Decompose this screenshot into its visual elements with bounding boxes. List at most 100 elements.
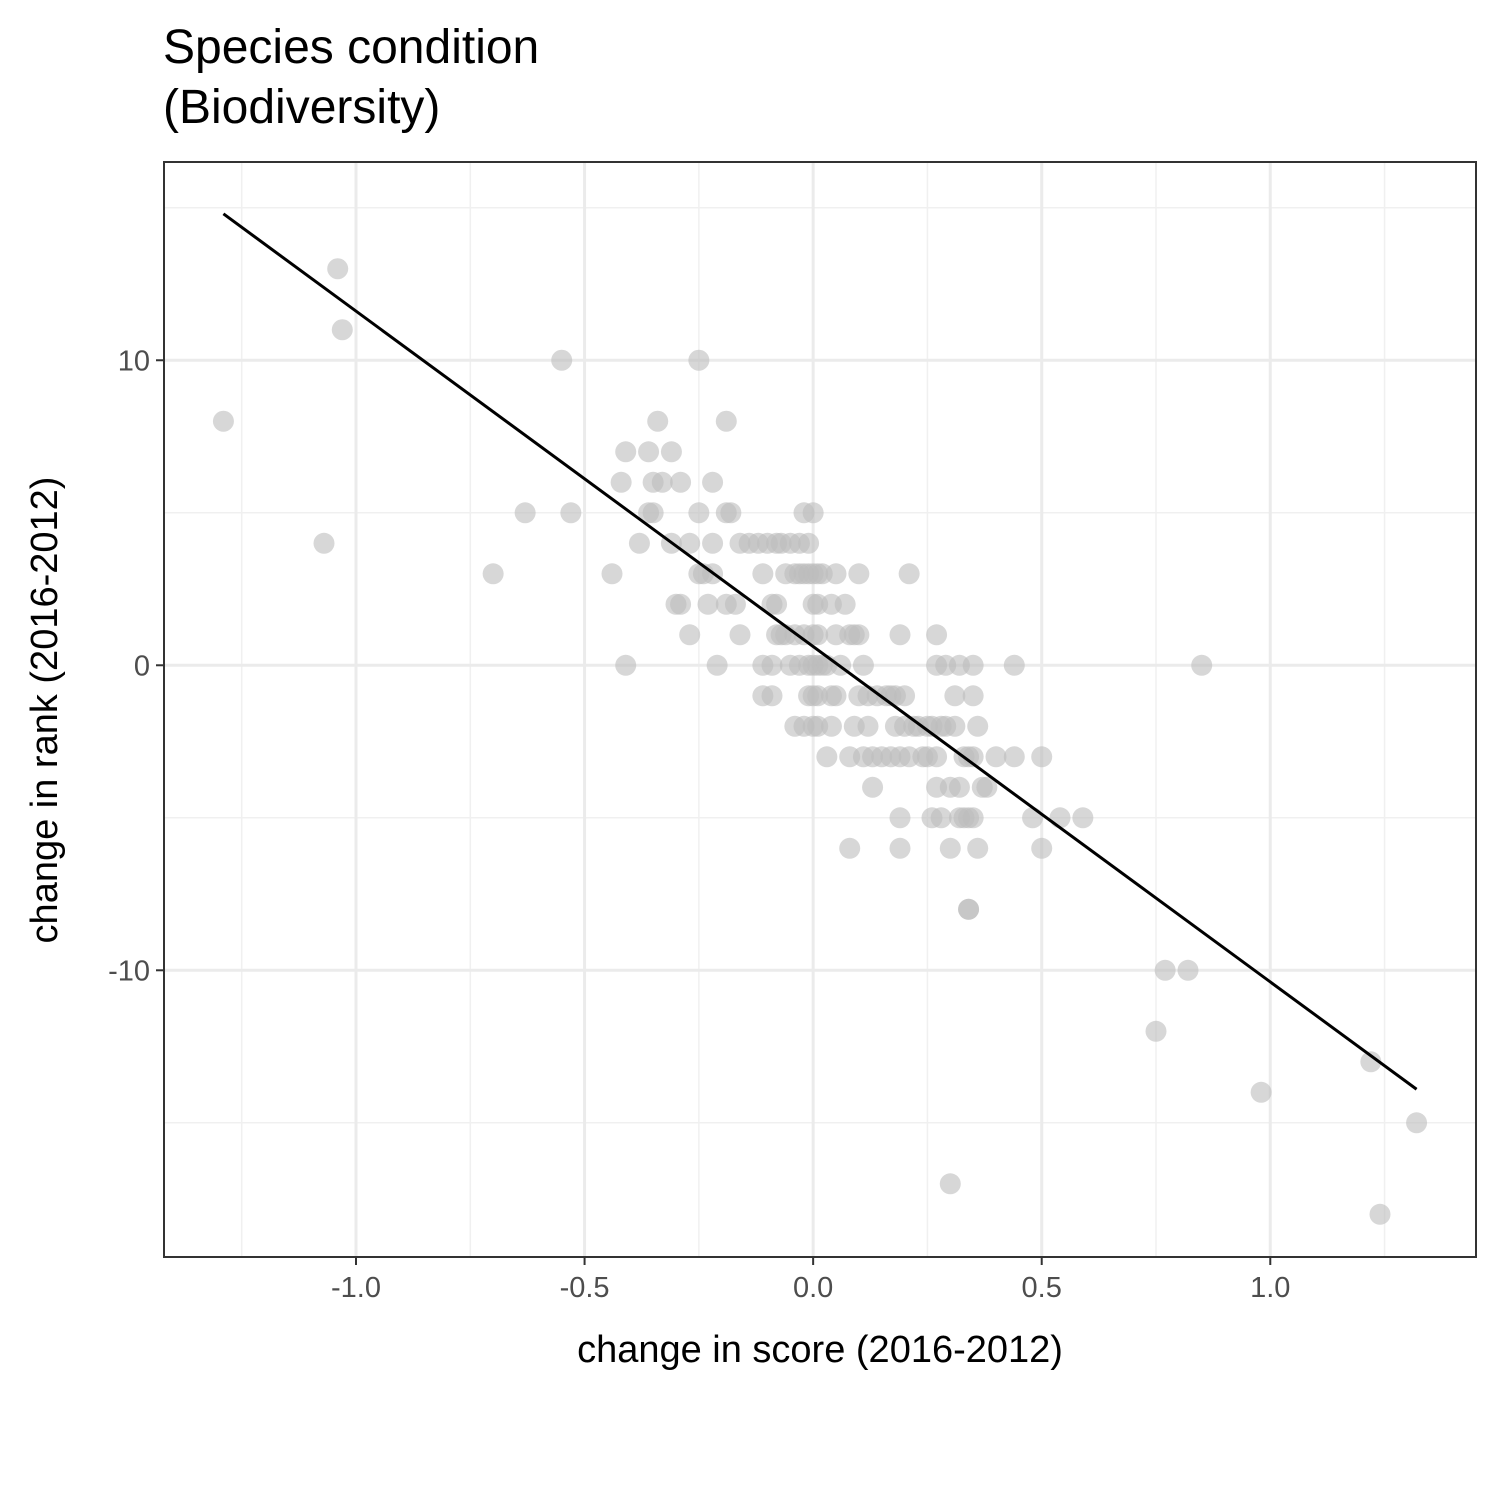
data-point	[939, 837, 961, 859]
data-point	[857, 715, 879, 737]
data-point	[724, 593, 746, 615]
data-point	[1369, 1203, 1391, 1225]
data-point	[926, 746, 948, 768]
data-point	[1072, 807, 1094, 829]
data-point	[948, 776, 970, 798]
y-axis-title: change in rank (2016-2012)	[24, 477, 66, 944]
data-point	[688, 349, 710, 371]
data-point	[615, 441, 637, 463]
data-point	[825, 563, 847, 585]
data-point	[313, 532, 335, 554]
y-axis-ticks: -10 0 10	[108, 345, 164, 987]
data-point	[670, 471, 692, 493]
data-point	[839, 837, 861, 859]
data-point	[976, 776, 998, 798]
data-point	[852, 654, 874, 676]
data-point	[1145, 1020, 1167, 1042]
plot-background	[164, 162, 1476, 1257]
data-point	[848, 563, 870, 585]
data-point	[1191, 654, 1213, 676]
data-point	[638, 441, 660, 463]
data-point	[962, 746, 984, 768]
data-point	[1031, 746, 1053, 768]
data-point	[660, 441, 682, 463]
data-point	[816, 746, 838, 768]
data-point	[930, 807, 952, 829]
data-point	[761, 654, 783, 676]
data-point	[939, 1173, 961, 1195]
data-point	[761, 685, 783, 707]
data-point	[926, 624, 948, 646]
data-point	[985, 746, 1007, 768]
data-point	[962, 654, 984, 676]
data-point	[944, 685, 966, 707]
x-tick-label: 0.5	[1022, 1272, 1062, 1304]
data-point	[610, 471, 632, 493]
data-point	[720, 502, 742, 524]
data-point	[482, 563, 504, 585]
data-point	[331, 319, 353, 341]
data-point	[1003, 746, 1025, 768]
data-point	[601, 563, 623, 585]
data-point	[679, 532, 701, 554]
data-point	[944, 715, 966, 737]
y-tick-label: 10	[118, 345, 150, 377]
data-point	[1177, 959, 1199, 981]
data-point	[702, 471, 724, 493]
data-point	[702, 532, 724, 554]
chart-title-line-2: (Biodiversity)	[163, 81, 440, 134]
data-point	[715, 410, 737, 432]
x-tick-label: -1.0	[331, 1272, 381, 1304]
data-point	[958, 898, 980, 920]
data-point	[848, 624, 870, 646]
data-point	[670, 593, 692, 615]
data-point	[706, 654, 728, 676]
plot-border	[163, 161, 1477, 1258]
data-point	[615, 654, 637, 676]
data-point	[820, 715, 842, 737]
data-point	[834, 593, 856, 615]
data-point	[1049, 807, 1071, 829]
data-point	[679, 624, 701, 646]
data-point	[807, 624, 829, 646]
data-point	[802, 502, 824, 524]
data-point	[798, 532, 820, 554]
x-axis-ticks: -1.0 -0.5 0.0 0.5 1.0	[331, 1257, 1290, 1304]
data-point	[551, 349, 573, 371]
data-point	[894, 685, 916, 707]
data-point	[962, 685, 984, 707]
data-point	[825, 685, 847, 707]
data-point	[1003, 654, 1025, 676]
data-point	[729, 624, 751, 646]
data-point	[967, 715, 989, 737]
data-point	[697, 593, 719, 615]
data-point	[1250, 1081, 1272, 1103]
data-point	[962, 807, 984, 829]
data-point	[514, 502, 536, 524]
data-point	[889, 837, 911, 859]
data-point	[889, 624, 911, 646]
data-point	[560, 502, 582, 524]
x-tick-label: 1.0	[1250, 1272, 1290, 1304]
x-tick-label: 0.0	[793, 1272, 833, 1304]
data-points	[212, 258, 1428, 1225]
data-point	[327, 258, 349, 280]
data-point	[967, 837, 989, 859]
data-point	[1031, 837, 1053, 859]
x-tick-label: -0.5	[560, 1272, 610, 1304]
data-point	[628, 532, 650, 554]
data-point	[1022, 807, 1044, 829]
trend-line	[222, 212, 1418, 1091]
x-axis-title: change in score (2016-2012)	[577, 1329, 1063, 1371]
data-point	[862, 776, 884, 798]
data-point	[688, 502, 710, 524]
data-point	[647, 410, 669, 432]
data-point	[212, 410, 234, 432]
data-point	[752, 563, 774, 585]
data-point	[898, 563, 920, 585]
y-tick-label: 0	[134, 650, 150, 682]
chart-title-line-1: Species condition	[163, 21, 539, 74]
data-point	[651, 471, 673, 493]
data-point	[766, 593, 788, 615]
